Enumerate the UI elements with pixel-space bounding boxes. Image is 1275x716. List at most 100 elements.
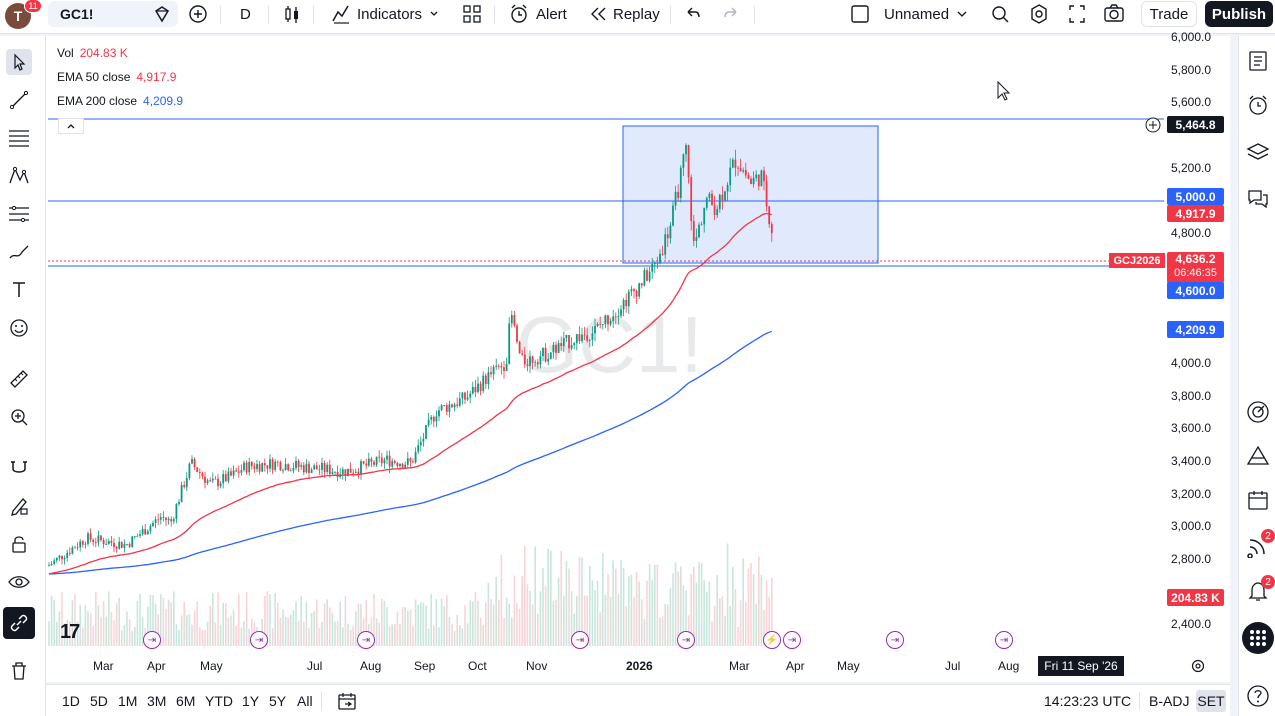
text-tool-icon[interactable] — [6, 277, 32, 303]
symbol-name[interactable]: GC1! — [60, 6, 94, 22]
event-marker-icon[interactable]: ⇥ — [571, 631, 589, 649]
legend-collapse-button[interactable] — [58, 118, 84, 134]
event-marker-icon[interactable]: ⇥ — [143, 631, 161, 649]
cursor-icon[interactable] — [6, 49, 32, 75]
range-all[interactable]: All — [297, 693, 313, 709]
trash-icon[interactable] — [6, 658, 32, 684]
zoom-in-icon[interactable] — [6, 404, 32, 430]
chart-pane[interactable]: GC1! Vol 204.83 K EMA 50 close 4,917.9 E… — [46, 30, 1230, 682]
candle-body — [120, 541, 123, 548]
candle-body — [50, 563, 53, 566]
pattern-icon[interactable] — [6, 163, 32, 189]
volume-bar — [316, 599, 318, 646]
volume-bar — [695, 582, 698, 646]
chat-icon[interactable] — [1244, 185, 1272, 213]
range-3m[interactable]: 3M — [147, 693, 167, 709]
camera-snapshot-icon[interactable] — [1103, 0, 1125, 28]
badj-toggle[interactable]: B-ADJ — [1149, 693, 1190, 709]
templates-icon[interactable] — [462, 0, 482, 28]
legend-volume[interactable]: Vol 204.83 K — [57, 46, 128, 60]
emoji-icon[interactable] — [6, 315, 32, 341]
alerts-clock-icon[interactable] — [1244, 91, 1272, 119]
volume-bar — [656, 564, 659, 646]
clock-timezone[interactable]: 14:23:23 UTC — [1044, 693, 1132, 709]
candle-body — [331, 472, 334, 475]
range-1d[interactable]: 1D — [62, 693, 80, 709]
volume-bar — [459, 625, 461, 646]
candle-body — [627, 291, 630, 307]
candle-body — [690, 177, 693, 222]
time-tick: Aug — [998, 659, 1020, 673]
watchlist-icon[interactable] — [1244, 47, 1272, 75]
legend-ema200[interactable]: EMA 200 close 4,209.9 — [57, 94, 183, 108]
ideas-stream-icon[interactable] — [1244, 532, 1272, 560]
candle-body — [503, 367, 505, 372]
volume-bar — [469, 600, 471, 646]
eye-visibility-icon[interactable] — [6, 569, 32, 595]
candles-chart-type-icon[interactable] — [283, 0, 301, 28]
legend-ema50[interactable]: EMA 50 close 4,917.9 — [57, 70, 176, 84]
session-set-button[interactable]: SET — [1196, 690, 1226, 712]
goto-date-calendar-icon[interactable] — [337, 691, 357, 714]
interval-button[interactable]: D — [240, 5, 251, 23]
brush-icon[interactable] — [6, 239, 32, 265]
symbol-search-box[interactable] — [48, 1, 178, 27]
volume-bar — [565, 560, 568, 646]
event-marker-icon[interactable]: ⇥ — [886, 631, 904, 649]
link-sync-icon[interactable] — [3, 607, 35, 639]
drawing-pencil-lock-icon[interactable] — [6, 493, 32, 519]
pyramid-icon[interactable] — [1244, 442, 1272, 470]
volume-bar — [326, 599, 328, 646]
alert-button[interactable]: Alert — [508, 0, 567, 28]
event-marker-icon[interactable]: ⇥ — [677, 631, 695, 649]
range-ytd[interactable]: YTD — [205, 693, 233, 709]
compare-add-icon[interactable] — [188, 0, 208, 28]
trend-line-icon[interactable] — [6, 87, 32, 113]
layers-icon[interactable] — [1244, 138, 1272, 166]
quick-search-icon[interactable] — [990, 0, 1010, 28]
price-chart-canvas[interactable] — [46, 36, 1230, 682]
layout-menu-button[interactable]: Unnamed — [850, 0, 969, 28]
range-5d[interactable]: 5D — [90, 693, 108, 709]
apps-grid-icon[interactable] — [1242, 622, 1274, 654]
event-marker-icon[interactable]: ⚡ — [763, 631, 781, 649]
prediction-tools-icon[interactable] — [6, 201, 32, 227]
undo-icon[interactable] — [684, 0, 702, 28]
trade-button[interactable]: Trade — [1141, 1, 1197, 27]
volume-bar — [622, 568, 625, 646]
rectangle-drawing[interactable] — [622, 125, 879, 264]
target-icon[interactable] — [1244, 398, 1272, 426]
ruler-measure-icon[interactable] — [6, 366, 32, 392]
candle-body — [682, 154, 685, 168]
magnet-icon[interactable] — [6, 455, 32, 481]
settings-gear-icon[interactable] — [1029, 0, 1049, 28]
range-6m[interactable]: 6M — [176, 693, 196, 709]
event-marker-icon[interactable]: ⇥ — [357, 631, 375, 649]
tradingview-logo[interactable]: 17 — [60, 621, 80, 643]
volume-bar — [550, 550, 552, 646]
redo-icon[interactable] — [722, 0, 740, 28]
lock-icon[interactable] — [6, 531, 32, 557]
indicators-button[interactable]: Indicators — [331, 0, 440, 28]
range-1m[interactable]: 1M — [118, 693, 138, 709]
event-marker-icon[interactable]: ⇥ — [250, 631, 268, 649]
volume-bar — [271, 628, 274, 646]
replay-button[interactable]: Replay — [589, 0, 660, 28]
symbol-diamond-icon[interactable] — [152, 0, 172, 28]
notifications-bell-icon[interactable] — [1244, 577, 1272, 605]
help-icon[interactable] — [1244, 682, 1272, 710]
event-marker-icon[interactable]: ⇥ — [783, 631, 801, 649]
fib-retracement-icon[interactable] — [6, 125, 32, 151]
volume-bar — [378, 622, 380, 646]
candle-body — [625, 300, 628, 307]
fullscreen-icon[interactable] — [1067, 0, 1087, 28]
price-tick: 5,200.0 — [1171, 161, 1212, 175]
volume-bar — [487, 582, 490, 646]
candle-body — [136, 535, 139, 537]
range-1y[interactable]: 1Y — [242, 693, 260, 709]
range-5y[interactable]: 5Y — [269, 693, 287, 709]
event-marker-icon[interactable]: ⇥ — [995, 631, 1013, 649]
axis-settings-gear-icon[interactable] — [1190, 658, 1206, 677]
publish-button[interactable]: Publish — [1205, 1, 1273, 27]
calendar-icon[interactable] — [1244, 486, 1272, 514]
